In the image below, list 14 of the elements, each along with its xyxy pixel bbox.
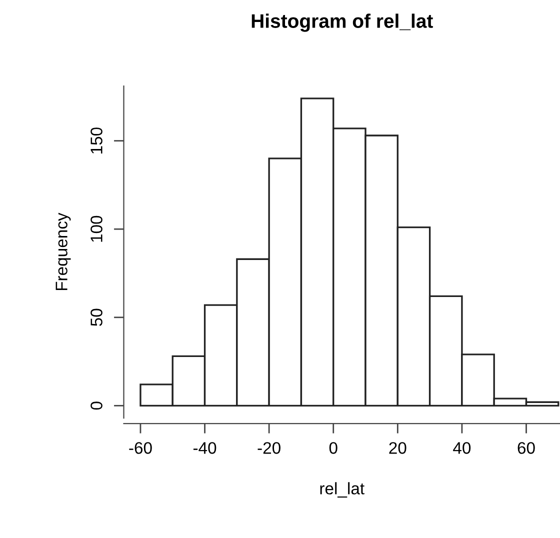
x-tick-label: -20: [258, 442, 280, 454]
x-tick-label: 60: [518, 442, 535, 454]
x-tick-label: 40: [453, 442, 471, 454]
x-axis-title: rel_lat: [320, 482, 364, 498]
x-tick-label: 20: [389, 442, 406, 454]
x-tick-label: -60: [129, 442, 152, 454]
x-tick-label: 0: [329, 442, 338, 454]
y-tick-label: 0: [90, 402, 102, 410]
x-tick-label: -40: [193, 442, 216, 454]
chart-title: Histogram of rel_lat: [252, 14, 433, 32]
y-tick-label: 50: [90, 308, 102, 326]
y-axis-title: Frequency: [56, 212, 71, 290]
y-tick-label: 150: [90, 128, 102, 154]
y-tick-label: 100: [90, 216, 102, 242]
